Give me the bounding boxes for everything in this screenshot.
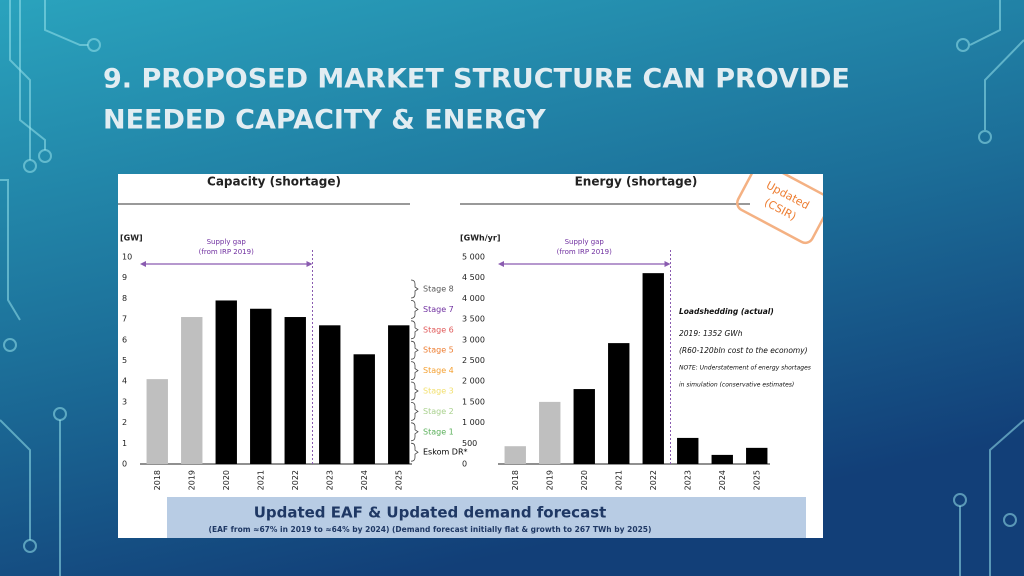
x-tick-label: 2018	[153, 470, 162, 490]
bar	[353, 354, 375, 464]
x-tick-label: 2022	[291, 470, 300, 490]
y-tick-label: 4	[122, 377, 127, 386]
x-tick-label: 2021	[256, 470, 265, 490]
bar	[388, 325, 410, 464]
stage-brace	[410, 320, 419, 340]
x-tick-label: 2021	[614, 470, 623, 490]
bar	[677, 437, 699, 464]
stage-brace	[410, 340, 419, 360]
x-tick-label: 2025	[394, 470, 403, 490]
y-tick-label: 2 500	[462, 356, 485, 365]
bar	[711, 454, 733, 464]
note-line: (R60-120bln cost to the economy)	[679, 346, 808, 355]
y-tick-label: 1	[122, 439, 127, 448]
note-line: in simulation (conservative estimates)	[679, 382, 794, 389]
bar	[608, 343, 630, 464]
y-tick-label: 8	[122, 294, 127, 303]
bar	[181, 317, 203, 464]
axis-unit: [GW]	[120, 234, 143, 243]
x-tick-label: 2019	[187, 470, 196, 490]
stage-label: Eskom DR*	[423, 448, 468, 457]
x-tick-label: 2022	[649, 470, 658, 490]
axis-unit: [GWh/yr]	[460, 234, 500, 243]
x-tick-label: 2024	[718, 470, 727, 490]
x-tick-label: 2024	[360, 470, 369, 490]
stamp-border	[736, 174, 823, 245]
stage-label: Stage 6	[423, 325, 454, 334]
bar	[250, 308, 272, 464]
note-heading: Loadshedding (actual)	[679, 307, 774, 316]
y-tick-label: 4 000	[462, 294, 485, 303]
slide-title: 9. PROPOSED MARKET STRUCTURE CAN PROVIDE	[103, 64, 850, 95]
bar	[746, 447, 768, 464]
stage-brace	[410, 279, 419, 299]
y-tick-label: 3 000	[462, 335, 485, 344]
stage-brace	[410, 442, 419, 462]
gap-label: (from IRP 2019)	[557, 248, 612, 256]
y-tick-label: 3	[122, 397, 127, 406]
slide-title: NEEDED CAPACITY & ENERGY	[103, 105, 546, 136]
y-tick-label: 9	[122, 273, 127, 282]
stage-label: Stage 1	[423, 427, 454, 436]
stage-label: Stage 8	[423, 285, 454, 294]
bar	[284, 317, 306, 464]
y-tick-label: 7	[122, 315, 127, 324]
bar	[146, 379, 168, 464]
stage-label: Stage 7	[423, 305, 454, 314]
banner-title: Updated EAF & Updated demand forecast	[254, 504, 607, 522]
stage-brace	[410, 381, 419, 401]
stage-brace	[410, 300, 419, 319]
stage-label: Stage 3	[423, 387, 454, 396]
y-tick-label: 1 500	[462, 397, 485, 406]
note-line: 2019: 1352 GWh	[679, 329, 743, 338]
stage-brace	[410, 361, 419, 380]
y-tick-label: 0	[122, 460, 127, 469]
bar	[539, 401, 561, 464]
y-tick-label: 2	[122, 418, 127, 427]
note-line: NOTE: Understatement of energy shortages	[679, 365, 811, 372]
bar	[319, 325, 341, 464]
gap-label: (from IRP 2019)	[199, 248, 254, 256]
banner	[167, 497, 806, 538]
y-tick-label: 5 000	[462, 253, 485, 262]
y-tick-label: 500	[462, 439, 477, 448]
bar	[215, 300, 237, 464]
x-tick-label: 2023	[325, 470, 334, 490]
y-tick-label: 2 000	[462, 377, 485, 386]
y-tick-label: 5	[122, 356, 127, 365]
x-tick-label: 2020	[580, 470, 589, 490]
stage-brace	[410, 402, 419, 421]
bar	[573, 389, 595, 464]
y-tick-label: 6	[122, 335, 127, 344]
y-tick-label: 3 500	[462, 315, 485, 324]
y-tick-label: 4 500	[462, 273, 485, 282]
x-tick-label: 2023	[683, 470, 692, 490]
chart-title: Energy (shortage)	[575, 175, 698, 189]
stage-label: Stage 4	[423, 366, 454, 375]
banner-subtitle: (EAF from ≈67% in 2019 to ≈64% by 2024) …	[209, 525, 652, 534]
y-tick-label: 10	[122, 253, 132, 262]
x-tick-label: 2019	[545, 470, 554, 490]
x-tick-label: 2020	[222, 470, 231, 490]
x-tick-label: 2018	[511, 470, 520, 490]
stage-label: Stage 2	[423, 407, 454, 416]
bar	[504, 446, 526, 464]
stage-label: Stage 5	[423, 346, 454, 355]
bar	[642, 273, 664, 464]
x-tick-label: 2025	[752, 470, 761, 490]
gap-label: Supply gap	[565, 238, 605, 246]
gap-label: Supply gap	[207, 238, 247, 246]
y-tick-label: 1 000	[462, 418, 485, 427]
y-tick-label: 0	[462, 460, 467, 469]
stage-brace	[410, 422, 419, 442]
chart-title: Capacity (shortage)	[207, 175, 341, 189]
